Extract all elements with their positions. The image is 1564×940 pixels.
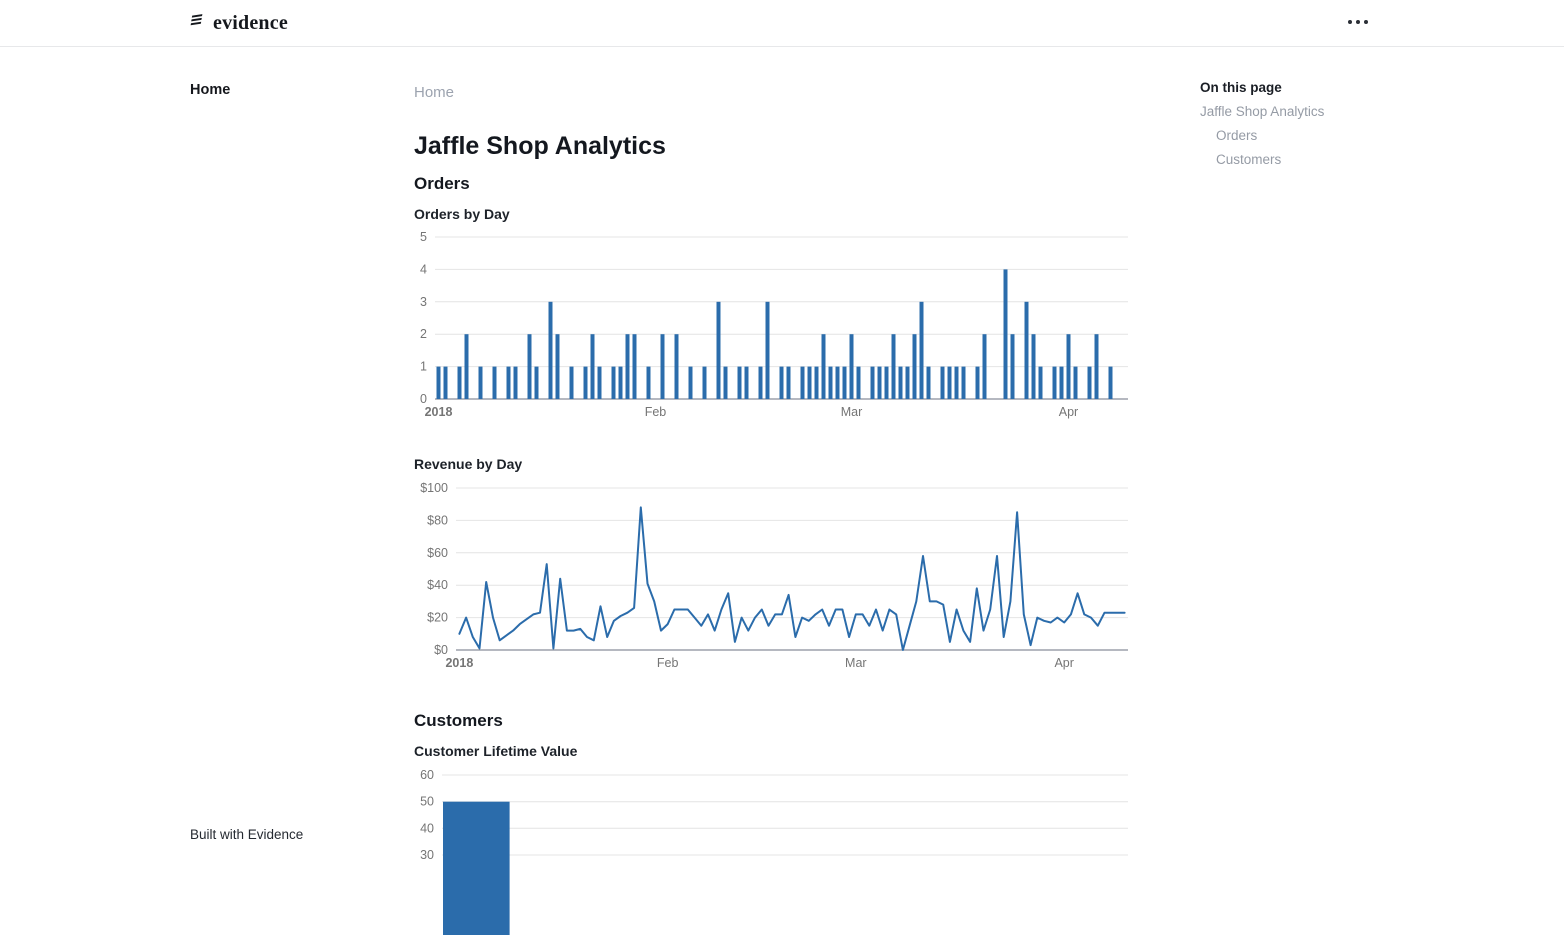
svg-text:5: 5 xyxy=(420,230,427,244)
svg-text:50: 50 xyxy=(420,795,434,809)
svg-text:Feb: Feb xyxy=(645,405,667,419)
svg-text:0: 0 xyxy=(420,392,427,406)
svg-text:1: 1 xyxy=(420,360,427,374)
svg-text:2018: 2018 xyxy=(445,656,473,670)
svg-text:Apr: Apr xyxy=(1054,656,1073,670)
overflow-menu-button[interactable] xyxy=(1344,16,1372,28)
svg-text:Apr: Apr xyxy=(1059,405,1078,419)
revenue-by-day-chart: $0 $20 $40 $60 $80 $100 2018 Feb Mar Apr xyxy=(414,481,1128,679)
svg-text:30: 30 xyxy=(420,848,434,862)
breadcrumb[interactable]: Home xyxy=(414,84,455,101)
toc-link-jaffle-shop-analytics[interactable]: Jaffle Shop Analytics xyxy=(1200,104,1325,119)
svg-text:Mar: Mar xyxy=(845,656,867,670)
evidence-logo-icon xyxy=(189,13,206,35)
svg-text:$40: $40 xyxy=(427,578,448,592)
on-this-page-nav: On this page Jaffle Shop Analytics Order… xyxy=(1200,80,1420,167)
dot-icon xyxy=(1348,20,1352,24)
svg-text:$0: $0 xyxy=(434,643,448,657)
svg-text:4: 4 xyxy=(420,262,427,276)
built-with-evidence-label[interactable]: Built with Evidence xyxy=(190,827,304,842)
chart-title-orders-by-day: Orders by Day xyxy=(414,206,510,222)
chart-title-revenue-by-day: Revenue by Day xyxy=(414,456,523,472)
svg-text:60: 60 xyxy=(420,768,434,782)
orders-by-day-chart: 0 1 2 3 4 5 2018 Feb Mar Apr xyxy=(414,230,1128,428)
page-title: Jaffle Shop Analytics xyxy=(414,132,666,160)
evidence-logo-text: evidence xyxy=(213,12,288,34)
on-this-page-heading: On this page xyxy=(1200,80,1282,95)
svg-text:40: 40 xyxy=(420,821,434,835)
toc-link-orders[interactable]: Orders xyxy=(1216,128,1258,143)
svg-text:$80: $80 xyxy=(427,513,448,527)
chart-title-customer-lifetime-value: Customer Lifetime Value xyxy=(414,743,578,759)
main-content: Home Jaffle Shop Analytics Orders Orders… xyxy=(414,82,1128,940)
svg-text:Mar: Mar xyxy=(841,405,863,419)
svg-text:2018: 2018 xyxy=(425,405,453,419)
section-heading-customers: Customers xyxy=(414,711,503,730)
section-heading-orders: Orders xyxy=(414,174,470,193)
toc-link-customers[interactable]: Customers xyxy=(1216,152,1282,167)
svg-text:$100: $100 xyxy=(420,481,448,495)
evidence-logo[interactable]: evidence xyxy=(189,12,288,35)
svg-text:3: 3 xyxy=(420,295,427,309)
dot-icon xyxy=(1364,20,1368,24)
svg-text:Feb: Feb xyxy=(657,656,679,670)
svg-text:$60: $60 xyxy=(427,546,448,560)
app-header: evidence xyxy=(0,0,1564,47)
svg-text:2: 2 xyxy=(420,327,427,341)
dot-icon xyxy=(1356,20,1360,24)
sidebar-item-home[interactable]: Home xyxy=(190,82,231,98)
customer-lifetime-value-chart: 30 40 50 60 xyxy=(414,768,1128,940)
svg-text:$20: $20 xyxy=(427,611,448,625)
